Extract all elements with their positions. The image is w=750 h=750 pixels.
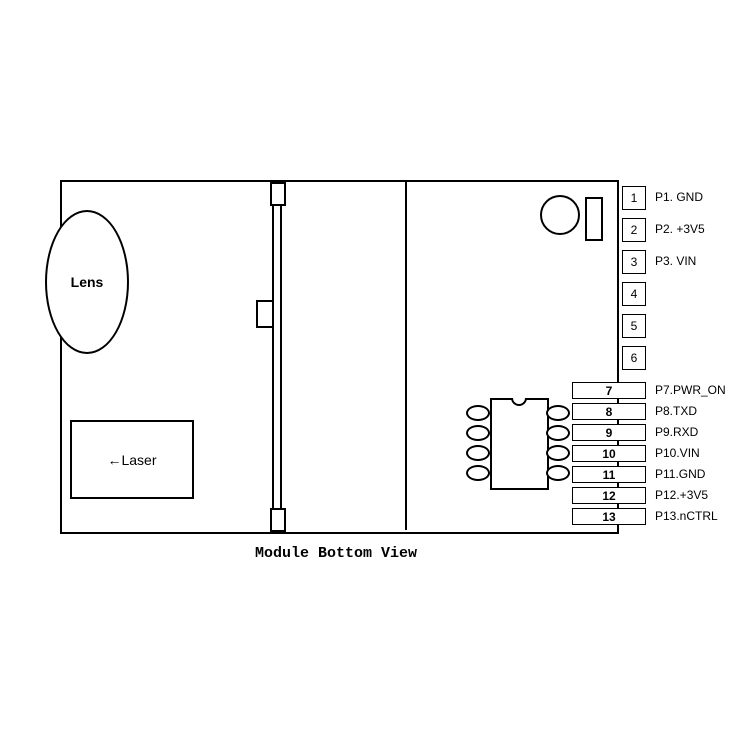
pin-2: 2 <box>622 218 646 242</box>
pin-9: 9 <box>572 424 646 441</box>
mounting-hole <box>540 195 580 235</box>
lens-label: Lens <box>71 274 104 290</box>
stub-top <box>270 182 286 206</box>
chip-pin <box>546 425 570 441</box>
chip-pin <box>546 465 570 481</box>
pin-7: 7 <box>572 382 646 399</box>
pin-label-9: P9.RXD <box>655 425 698 439</box>
pin-13: 13 <box>572 508 646 525</box>
chip-pin <box>466 405 490 421</box>
caption-text: Module Bottom View <box>255 545 417 562</box>
chip-pin <box>466 465 490 481</box>
pin-1: 1 <box>622 186 646 210</box>
divider-2 <box>405 182 407 530</box>
pin-label-11: P11.GND <box>655 467 705 481</box>
lens: Lens <box>45 210 129 354</box>
stub-bottom <box>270 508 286 532</box>
pin-label-3: P3. VIN <box>655 254 696 268</box>
pin-6: 6 <box>622 346 646 370</box>
caption: Module Bottom View <box>255 545 417 562</box>
pin-3: 3 <box>622 250 646 274</box>
laser-label: ←Laser <box>107 452 156 468</box>
laser-box: ←Laser <box>70 420 194 499</box>
pin-11: 11 <box>572 466 646 483</box>
pin-5: 5 <box>622 314 646 338</box>
pin-12: 12 <box>572 487 646 504</box>
ic-chip <box>490 398 549 490</box>
diagram-canvas: Lens ←Laser 1 P1. GND 2 P2. +3V5 3 P3. VIN 4 5 6… <box>0 0 750 750</box>
pin-label-2: P2. +3V5 <box>655 222 705 236</box>
pin-label-10: P10.VIN <box>655 446 700 460</box>
stub-mid <box>256 300 274 328</box>
vertical-strip <box>272 202 282 508</box>
component-rect <box>585 197 603 241</box>
pin-label-1: P1. GND <box>655 190 703 204</box>
pin-10: 10 <box>572 445 646 462</box>
chip-pin <box>466 425 490 441</box>
pin-8: 8 <box>572 403 646 420</box>
pin-label-7: P7.PWR_ON <box>655 383 726 397</box>
pin-4: 4 <box>622 282 646 306</box>
pin-label-13: P13.nCTRL <box>655 509 718 523</box>
pin-label-8: P8.TXD <box>655 404 697 418</box>
chip-pin <box>546 405 570 421</box>
chip-pin <box>466 445 490 461</box>
pin-label-12: P12.+3V5 <box>655 488 708 502</box>
chip-pin <box>546 445 570 461</box>
